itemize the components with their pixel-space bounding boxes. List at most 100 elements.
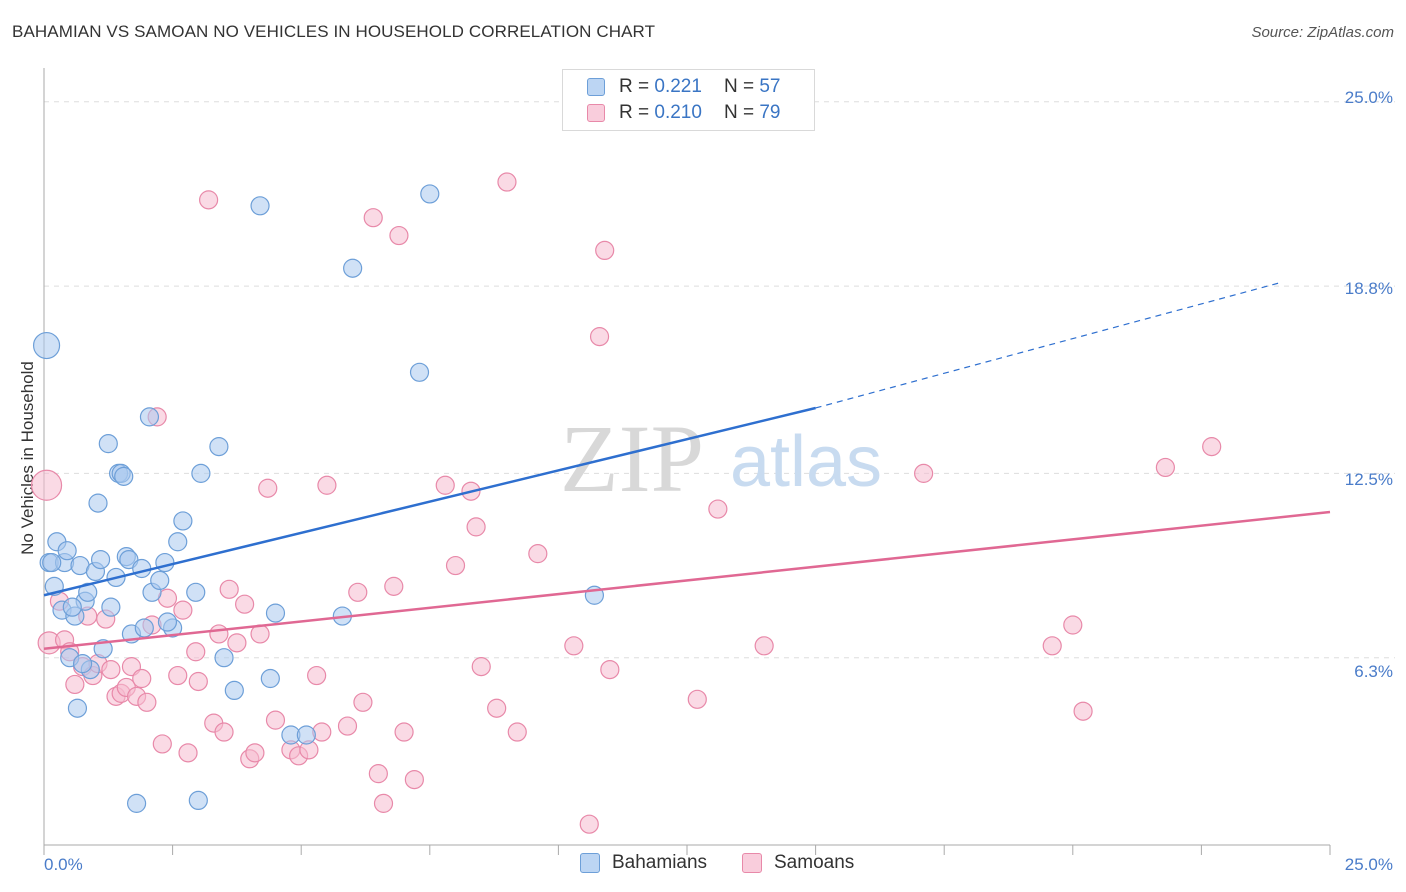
pink-swatch [742, 853, 762, 873]
bahamian-point [67, 698, 88, 718]
bahamian-point [78, 582, 98, 602]
samoan-point [363, 208, 383, 228]
bahamian-point [93, 639, 113, 659]
samoan-point [1202, 437, 1222, 457]
samoan-point [471, 657, 491, 677]
legend-label-bahamians: Bahamians [612, 852, 708, 873]
samoan-point [445, 555, 466, 576]
legend-row-bahamians: R = 0.221 N = 57 [587, 75, 780, 99]
r-label: R = [619, 76, 650, 97]
bahamian-point [98, 434, 118, 454]
samoan-point [1042, 636, 1062, 656]
chart-title: BAHAMIAN VS SAMOAN NO VEHICLES IN HOUSEH… [12, 22, 656, 41]
y-tick-label: 25.0% [1345, 88, 1393, 107]
samoan-point [235, 594, 255, 614]
bahamians-points [32, 184, 605, 813]
samoan-point [178, 743, 198, 763]
samoan-point [214, 722, 234, 742]
samoan-point [337, 716, 358, 736]
samoan-point [708, 499, 728, 519]
samoan-point [589, 327, 610, 347]
samoan-point [348, 582, 368, 602]
bahamian-point [250, 196, 270, 216]
samoan-point [245, 743, 265, 763]
blue-swatch [580, 853, 600, 873]
samoan-point [258, 478, 278, 498]
watermark-atlas: atlas [730, 422, 882, 502]
samoans-trend-line [43, 510, 1331, 651]
n-label: N = [723, 102, 755, 123]
bahamian-point [296, 725, 316, 745]
axes [43, 68, 1331, 855]
x-tick-label: 25.0% [1345, 855, 1393, 874]
bahamian-point [157, 612, 178, 632]
samoan-point [307, 665, 327, 686]
bahamian-point [57, 541, 77, 561]
bahamian-point [168, 532, 188, 552]
bahamian-point [32, 331, 61, 360]
samoan-point [487, 698, 507, 718]
samoan-point [312, 722, 332, 742]
bahamians-trend-line [43, 406, 816, 597]
r-label: R = [619, 102, 650, 123]
samoan-point [754, 636, 774, 656]
bahamian-point [186, 582, 206, 602]
bahamian-point [409, 362, 430, 382]
samoan-point [137, 692, 157, 712]
pink-swatch [587, 104, 605, 122]
bahamian-point [420, 184, 440, 204]
bahamian-point [114, 466, 134, 486]
samoan-point [188, 671, 208, 692]
samoan-point [595, 240, 615, 261]
bahamian-point [155, 552, 175, 573]
samoan-point [209, 624, 229, 644]
bahamian-point [188, 790, 208, 811]
samoan-point [528, 544, 548, 564]
samoan-point [394, 722, 414, 742]
y-tick-label: 6.3% [1354, 662, 1393, 681]
legend-label-samoans: Samoans [774, 852, 855, 873]
bahamian-point [209, 437, 229, 457]
samoan-point [30, 469, 63, 501]
y-tick-label: 18.8% [1345, 279, 1393, 298]
series-legend: Bahamians Samoans [0, 852, 1406, 878]
samoan-point [168, 665, 188, 686]
x-tick-label: 0.0% [44, 855, 83, 874]
samoan-point [186, 642, 206, 662]
bahamian-point [132, 558, 152, 579]
samoan-point [152, 734, 172, 754]
legend-item-bahamians[interactable]: Bahamians [580, 852, 707, 874]
bahamian-point [126, 793, 147, 813]
bahamian-point [42, 552, 62, 573]
bahamian-point [101, 597, 121, 617]
samoan-point [317, 475, 337, 495]
bahamian-point [343, 258, 363, 278]
samoan-point [1073, 701, 1093, 721]
samoan-point [132, 668, 152, 689]
bahamian-point [88, 493, 108, 513]
bahamians-trend-extension [815, 282, 1279, 409]
samoan-point [199, 190, 219, 210]
stats-legend: R = 0.221 N = 57 R = 0.210 N = 79 [562, 69, 815, 131]
bahamian-point [260, 668, 280, 689]
y-tick-label: 12.5% [1345, 470, 1393, 489]
samoan-point [914, 463, 934, 483]
samoan-point [579, 814, 599, 834]
samoan-point [65, 674, 85, 695]
samoan-point [497, 172, 517, 192]
bahamian-point [191, 463, 211, 483]
bahamian-point [224, 680, 244, 701]
bahamian-point [150, 570, 170, 591]
n-label: N = [723, 76, 755, 97]
bahamian-point [90, 549, 111, 570]
legend-item-samoans[interactable]: Samoans [742, 852, 854, 874]
samoan-point [384, 576, 404, 596]
samoan-point [404, 769, 424, 790]
n-value-bahamians: 57 [759, 76, 781, 97]
samoan-point [173, 600, 193, 620]
samoans-points [30, 172, 1222, 834]
samoan-point [600, 659, 620, 680]
blue-swatch [587, 78, 605, 96]
trend-lines [43, 282, 1331, 651]
